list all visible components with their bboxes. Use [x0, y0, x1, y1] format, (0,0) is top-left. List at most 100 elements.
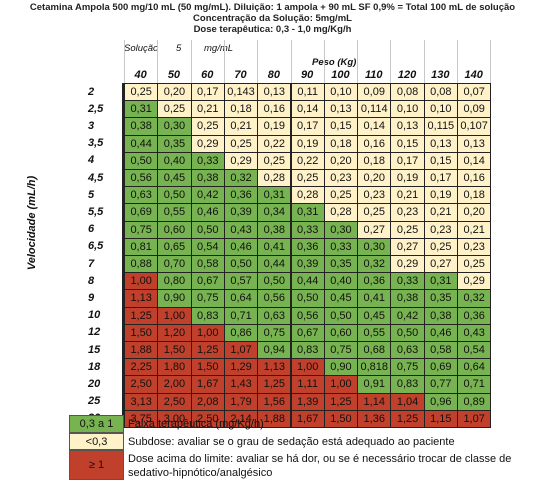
dose-cell: 0,31 [423, 272, 458, 291]
dose-cell: 0,50 [124, 151, 159, 170]
dose-cell: 0,35 [323, 255, 359, 274]
dose-cell: 0,18 [223, 100, 259, 119]
dose-cell: 0,58 [190, 255, 225, 274]
velocity-header: 4 [84, 151, 124, 169]
velocity-header: 10 [84, 306, 124, 324]
dose-cell: 1,25 [190, 341, 225, 360]
solution-unit: mg/mL [204, 43, 234, 54]
dose-cell: 0,83 [290, 341, 325, 360]
dose-cell: 0,08 [423, 83, 458, 102]
velocity-header: 3 [84, 117, 124, 135]
dose-cell: 0,29 [457, 272, 492, 291]
dose-cell: 0,41 [257, 237, 292, 256]
dose-cell: 0,36 [357, 272, 392, 291]
dose-cell: 0,50 [323, 306, 359, 325]
dose-cell: 0,31 [290, 203, 325, 222]
dose-cell: 0,55 [357, 323, 392, 342]
dose-cell: 0,71 [223, 306, 259, 325]
dose-cell: 0,25 [323, 186, 359, 205]
dose-cell: 1,88 [257, 409, 292, 428]
dose-cell: 0,13 [423, 134, 458, 153]
dose-cell: 1,00 [157, 306, 192, 325]
velocity-header: 15 [84, 341, 124, 359]
dose-cell: 0,39 [290, 255, 325, 274]
dose-cell: 0,57 [223, 272, 259, 291]
dose-cell: 0,46 [423, 323, 458, 342]
dose-cell: 0,64 [457, 358, 492, 377]
dose-cell: 0,54 [457, 341, 492, 360]
dose-cell: 0,23 [457, 237, 492, 256]
dose-cell: 0,13 [257, 83, 292, 102]
grid-line [357, 40, 359, 83]
dose-cell: 0,20 [323, 151, 359, 170]
dose-cell: 0,25 [157, 100, 192, 119]
dose-cell: 0,19 [290, 134, 325, 153]
dose-cell: 0,32 [457, 289, 492, 308]
dose-cell: 0,10 [390, 100, 425, 119]
grid-line [290, 40, 292, 83]
dose-cell: 1,29 [223, 358, 259, 377]
dose-cell: 0,44 [290, 272, 325, 291]
dose-cell: 0,22 [290, 151, 325, 170]
legend-swatch: ≥ 1 [69, 450, 124, 480]
dose-cell: 1,04 [390, 392, 425, 411]
dose-cell: 0,50 [190, 220, 225, 239]
dose-cell: 2,08 [190, 392, 225, 411]
velocity-header: 9 [84, 289, 124, 307]
dose-cell: 0,39 [223, 203, 259, 222]
velocity-header: 3,5 [84, 134, 124, 152]
dose-cell: 0,36 [223, 186, 259, 205]
dose-cell: 0,143 [223, 83, 259, 102]
dose-cell: 0,16 [357, 134, 392, 153]
dose-cell: 0,36 [290, 237, 325, 256]
legend-swatch: 0,3 a 1 [69, 415, 124, 433]
dose-cell: 0,29 [223, 151, 259, 170]
dose-cell: 0,56 [257, 289, 292, 308]
dose-cell: 1,50 [124, 323, 159, 342]
dose-cell: 0,107 [457, 117, 492, 136]
weight-header: 40 [134, 69, 147, 81]
dose-cell: 0,21 [190, 100, 225, 119]
dose-cell: 0,25 [124, 83, 159, 102]
dose-cell: 0,34 [257, 203, 292, 222]
dose-cell: 0,33 [290, 220, 325, 239]
dose-cell: 0,96 [423, 392, 458, 411]
dose-cell: 1,36 [357, 409, 392, 428]
dose-cell: 0,29 [190, 134, 225, 153]
dose-cell: 0,63 [257, 306, 292, 325]
dose-cell: 0,45 [357, 306, 392, 325]
dose-cell: 0,71 [457, 375, 492, 394]
dose-cell: 0,46 [223, 237, 259, 256]
velocity-header: 25 [84, 392, 124, 410]
dose-cell: 0,17 [390, 151, 425, 170]
dose-cell: 1,79 [223, 392, 259, 411]
dose-cell: 0,27 [390, 237, 425, 256]
dose-cell: 0,63 [124, 186, 159, 205]
dose-cell: 1,00 [323, 375, 359, 394]
dose-cell: 0,23 [423, 220, 458, 239]
dose-cell: 0,38 [390, 289, 425, 308]
velocity-header: 2 [84, 83, 124, 101]
sheet-title: Cetamina Ampola 500 mg/10 mL (50 mg/mL).… [29, 2, 516, 13]
grid-line [190, 40, 192, 83]
dose-cell: 0,38 [124, 117, 159, 136]
dose-cell: 0,14 [290, 100, 325, 119]
dose-cell: 0,09 [457, 100, 492, 119]
dose-cell: 0,40 [323, 272, 359, 291]
dose-cell: 0,114 [357, 100, 392, 119]
dose-cell: 0,45 [157, 169, 192, 188]
dose-cell: 0,17 [423, 169, 458, 188]
dose-cell: 0,23 [323, 169, 359, 188]
dose-cell: 0,33 [390, 272, 425, 291]
solution-value: 5 [176, 43, 182, 54]
dose-cell: 0,58 [423, 341, 458, 360]
dose-cell: 0,19 [257, 117, 292, 136]
dose-cell: 0,35 [157, 134, 192, 153]
dose-cell: 0,25 [423, 237, 458, 256]
dose-cell: 0,83 [190, 306, 225, 325]
velocity-header: 4,5 [84, 169, 124, 187]
weight-header: 60 [201, 69, 214, 81]
dose-cell: 0,90 [157, 289, 192, 308]
dose-cell: 0,56 [290, 306, 325, 325]
dose-cell: 0,18 [457, 186, 492, 205]
